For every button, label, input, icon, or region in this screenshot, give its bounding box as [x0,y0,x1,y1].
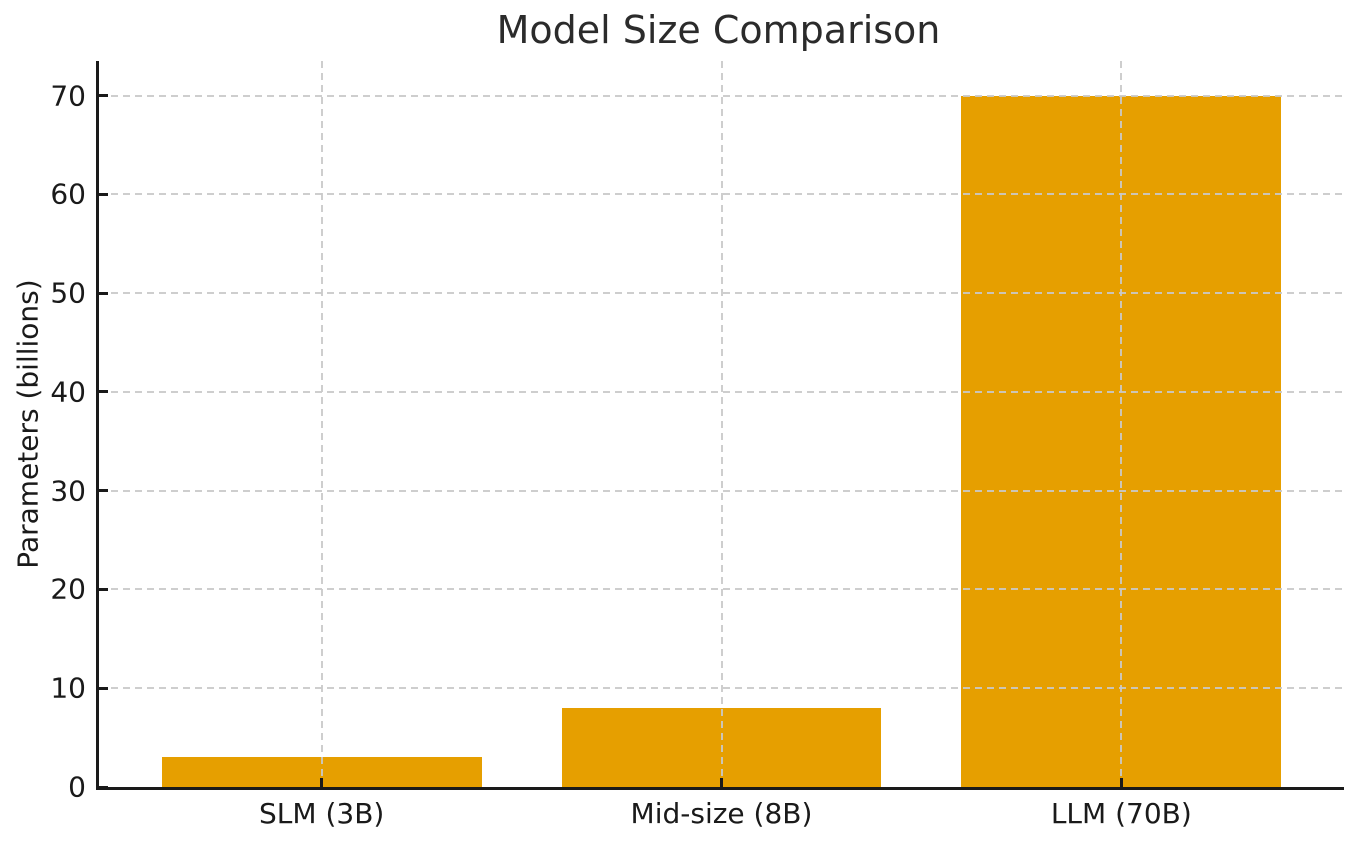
y-tick-label-60: 60 [50,177,86,211]
y-tick-label-70: 70 [50,79,86,113]
x-tick-label-0: SLM (3B) [259,797,385,830]
y-tick-mark-60 [99,192,108,196]
gridline-v-0 [320,61,323,787]
x-tick-mark-0 [320,778,324,787]
chart-title: Model Size Comparison [496,8,941,52]
y-tick-mark-0 [99,785,108,789]
y-tick-mark-40 [99,390,108,394]
y-tick-mark-20 [99,587,108,591]
y-tick-label-30: 30 [50,474,86,508]
y-tick-label-50: 50 [50,276,86,310]
y-tick-label-10: 10 [50,671,86,705]
x-tick-label-1: Mid-size (8B) [630,797,813,830]
y-tick-label-20: 20 [50,572,86,606]
gridline-v-2 [1120,61,1123,787]
y-axis-label: Parameters (billions) [11,279,45,569]
y-tick-mark-10 [99,686,108,690]
y-tick-mark-50 [99,291,108,295]
y-tick-mark-30 [99,489,108,493]
x-tick-mark-1 [720,778,723,787]
plot-area: 0 10 20 30 40 50 60 70 SLM (3B) Mid-size (8B) LLM … [50,61,1344,830]
gridline-v-1 [720,61,723,787]
y-tick-mark-70 [99,94,108,98]
y-tick-label-40: 40 [50,375,86,409]
x-tick-label-2: LLM (70B) [1050,797,1192,830]
y-tick-label-0: 0 [68,770,86,804]
x-tick-mark-2 [1119,778,1123,787]
